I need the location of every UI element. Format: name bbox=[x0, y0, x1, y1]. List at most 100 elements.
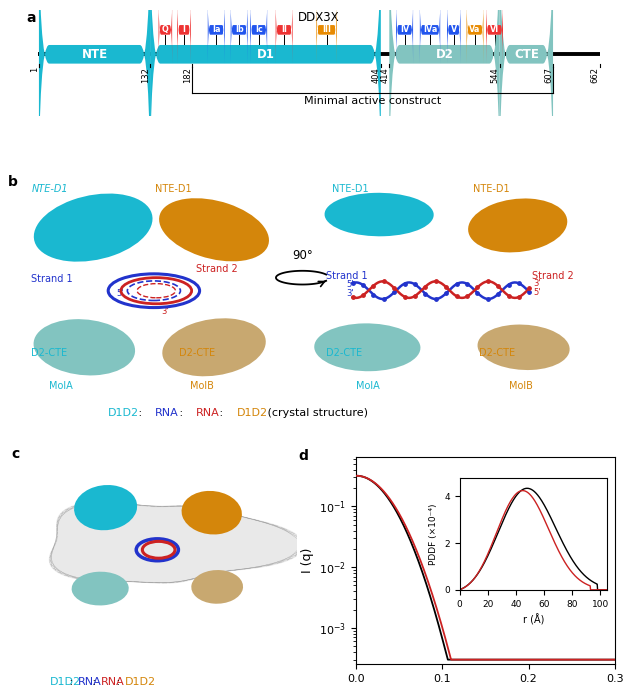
Point bbox=[462, 278, 472, 289]
Point bbox=[462, 291, 472, 302]
FancyBboxPatch shape bbox=[39, 0, 150, 199]
Text: V: V bbox=[451, 25, 457, 34]
FancyBboxPatch shape bbox=[231, 0, 248, 64]
Point bbox=[483, 276, 493, 287]
Text: Strand 2: Strand 2 bbox=[197, 264, 238, 274]
Point bbox=[514, 291, 524, 302]
Text: :: : bbox=[176, 408, 186, 419]
Point bbox=[410, 290, 420, 301]
Text: MolB: MolB bbox=[190, 381, 214, 390]
Point bbox=[389, 283, 399, 294]
Text: a: a bbox=[26, 11, 36, 25]
Text: III: III bbox=[322, 25, 331, 34]
Text: c: c bbox=[12, 447, 20, 461]
Point bbox=[514, 278, 524, 289]
Point bbox=[410, 279, 420, 290]
Text: D1D2: D1D2 bbox=[125, 677, 156, 685]
Point bbox=[493, 288, 503, 299]
Point bbox=[441, 282, 451, 292]
Point bbox=[472, 288, 482, 299]
Polygon shape bbox=[49, 502, 304, 583]
Point bbox=[493, 281, 503, 292]
Text: 662: 662 bbox=[591, 67, 600, 83]
Text: IVa: IVa bbox=[423, 25, 437, 34]
Text: D1D2: D1D2 bbox=[50, 677, 81, 685]
Text: NTE-D1: NTE-D1 bbox=[474, 184, 510, 194]
Text: D2-CTE: D2-CTE bbox=[479, 348, 515, 358]
Ellipse shape bbox=[181, 491, 242, 534]
Point bbox=[472, 282, 482, 293]
FancyBboxPatch shape bbox=[250, 0, 267, 64]
Text: I: I bbox=[183, 25, 186, 34]
Point bbox=[389, 287, 399, 298]
FancyBboxPatch shape bbox=[486, 0, 503, 64]
Text: 132: 132 bbox=[141, 67, 150, 83]
Text: 404: 404 bbox=[372, 67, 381, 83]
Text: 3': 3' bbox=[347, 289, 354, 298]
Text: 182: 182 bbox=[183, 67, 193, 83]
FancyBboxPatch shape bbox=[389, 0, 500, 199]
Point bbox=[441, 288, 451, 299]
Text: :: : bbox=[89, 677, 100, 685]
Point bbox=[451, 279, 462, 290]
Ellipse shape bbox=[74, 485, 137, 530]
Text: NTE-D1: NTE-D1 bbox=[155, 184, 191, 194]
Text: 607: 607 bbox=[544, 67, 553, 83]
Text: b: b bbox=[8, 175, 18, 189]
Ellipse shape bbox=[325, 192, 434, 236]
Text: 544: 544 bbox=[491, 67, 500, 83]
FancyBboxPatch shape bbox=[158, 0, 172, 64]
Text: DDX3X: DDX3X bbox=[298, 11, 340, 24]
Text: D1D2: D1D2 bbox=[108, 408, 139, 419]
Text: :: : bbox=[113, 677, 124, 685]
Text: 5': 5' bbox=[534, 288, 541, 297]
Text: D1D2: D1D2 bbox=[236, 408, 268, 419]
Point bbox=[430, 276, 441, 287]
Text: D2-CTE: D2-CTE bbox=[179, 348, 215, 358]
FancyBboxPatch shape bbox=[420, 0, 440, 64]
FancyBboxPatch shape bbox=[396, 0, 413, 64]
Text: 90°: 90° bbox=[292, 249, 313, 262]
Text: D2: D2 bbox=[436, 48, 453, 61]
Text: MolB: MolB bbox=[509, 381, 533, 390]
FancyBboxPatch shape bbox=[467, 0, 484, 64]
Point bbox=[524, 286, 534, 297]
Point bbox=[483, 293, 493, 304]
Text: MolA: MolA bbox=[49, 381, 73, 390]
Text: NTE: NTE bbox=[81, 48, 108, 61]
Text: D2-CTE: D2-CTE bbox=[326, 348, 362, 358]
FancyBboxPatch shape bbox=[276, 0, 293, 64]
Point bbox=[420, 288, 430, 299]
Point bbox=[358, 279, 368, 290]
Text: RNA: RNA bbox=[155, 408, 179, 419]
Text: 3': 3' bbox=[534, 279, 541, 288]
Text: Va: Va bbox=[469, 25, 481, 34]
Point bbox=[451, 291, 462, 302]
Text: IV: IV bbox=[400, 25, 409, 34]
Point bbox=[368, 289, 378, 300]
Text: :: : bbox=[135, 408, 146, 419]
Point bbox=[420, 281, 430, 292]
Text: :: : bbox=[216, 408, 227, 419]
FancyBboxPatch shape bbox=[178, 0, 191, 64]
Text: 5': 5' bbox=[347, 280, 354, 290]
Text: Ic: Ic bbox=[255, 25, 262, 34]
Point bbox=[378, 293, 389, 304]
FancyBboxPatch shape bbox=[150, 0, 381, 199]
Text: 1: 1 bbox=[30, 67, 39, 73]
Point bbox=[347, 292, 358, 303]
Text: NTE-D1: NTE-D1 bbox=[332, 184, 368, 194]
Text: Strand 1: Strand 1 bbox=[326, 271, 368, 281]
Ellipse shape bbox=[72, 572, 129, 606]
Text: Q: Q bbox=[162, 25, 169, 34]
Ellipse shape bbox=[159, 198, 269, 262]
Text: 414: 414 bbox=[380, 67, 389, 83]
Point bbox=[378, 276, 389, 287]
Text: (crystal structure): (crystal structure) bbox=[264, 408, 368, 419]
Text: 3': 3' bbox=[161, 307, 169, 316]
Text: II: II bbox=[281, 25, 287, 34]
Text: Strand 1: Strand 1 bbox=[31, 274, 73, 284]
Point bbox=[503, 279, 514, 290]
Ellipse shape bbox=[162, 319, 266, 376]
Text: d: d bbox=[299, 449, 309, 463]
